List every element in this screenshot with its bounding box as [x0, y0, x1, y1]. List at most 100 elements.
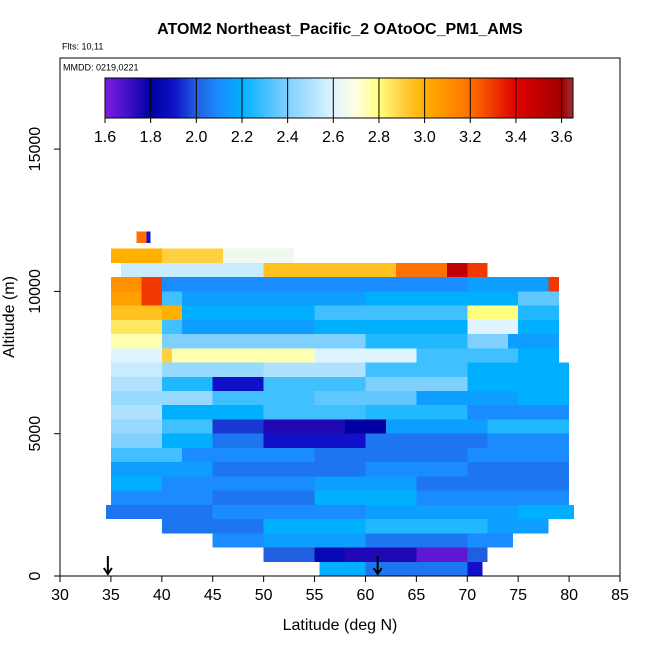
curtain-cell [110, 462, 213, 477]
curtain-cell [345, 547, 417, 562]
curtain-cell [161, 419, 213, 434]
curtain-cell [110, 305, 162, 320]
curtain-cell [263, 405, 366, 420]
curtain-cell [314, 319, 468, 335]
curtain-cell [121, 262, 264, 278]
curtain-cell [365, 462, 468, 477]
curtain-cell [161, 433, 213, 448]
curtain-cell [365, 519, 488, 534]
curtain-cell [416, 547, 468, 562]
x-tick-label: 65 [407, 587, 425, 604]
curtain-cell [487, 519, 549, 534]
curtain-cell [212, 419, 264, 434]
curtain-cell [314, 391, 417, 406]
curtain-cell [182, 291, 366, 306]
curtain-cell [508, 334, 559, 349]
curtain-cell [110, 447, 183, 463]
curtain-cell [146, 231, 151, 243]
curtain-cell [365, 362, 468, 377]
x-tick-label: 40 [153, 587, 171, 604]
x-tick-label: 35 [102, 587, 120, 604]
curtain-cell [263, 277, 468, 292]
curtain-cell [487, 419, 570, 434]
curtain-cell [110, 490, 213, 505]
curtain-cell [518, 391, 570, 406]
curtain-cell [161, 248, 223, 263]
x-tick-label: 60 [357, 587, 375, 604]
curtain-cell [365, 334, 468, 349]
x-tick-label: 30 [51, 587, 69, 604]
curtain-cell [314, 547, 346, 562]
curtain-cell [110, 405, 162, 420]
curtain-cell [314, 305, 468, 320]
flight-marker [372, 556, 383, 576]
curtain-cell [365, 405, 468, 420]
flights-label: Flts: 10,11 [62, 41, 103, 51]
curtain-cell [365, 561, 468, 576]
y-tick-label: 10000 [27, 269, 44, 314]
curtain-cell [161, 319, 183, 335]
curtain-cell [161, 362, 264, 377]
curtain-cell [110, 362, 162, 377]
curtain-cell [161, 476, 315, 491]
curtain-cell [141, 291, 162, 306]
y-axis-label: Altitude (m) [1, 276, 18, 358]
curtain-cell [467, 262, 488, 278]
y-tick-label: 15000 [27, 127, 44, 172]
y-tick-label: 5000 [27, 416, 44, 452]
curtain-cell [182, 319, 315, 335]
curtain-cell [161, 334, 213, 349]
curtain-cell [263, 519, 366, 534]
curtain-cell [467, 362, 570, 377]
curtain-cell [467, 277, 549, 292]
curtain-cell [172, 348, 315, 363]
curtain-cell [110, 476, 162, 491]
flight-marker [103, 556, 113, 576]
colorbar-tick-label: 2.6 [322, 129, 344, 146]
x-tick-label: 75 [509, 587, 527, 604]
colorbar-tick-label: 3.0 [413, 129, 435, 146]
curtain-cell [385, 419, 488, 434]
curtain-cell [110, 391, 213, 406]
curtain-cell [263, 262, 396, 278]
plot-frame [59, 57, 621, 577]
x-tick-label: 70 [458, 587, 476, 604]
curtain-cell [518, 291, 559, 306]
dates-label: MMDD: 0219,0221 [63, 62, 139, 72]
x-tick-label: 85 [611, 587, 629, 604]
curtain-cell [467, 561, 483, 576]
curtain-cell [416, 391, 519, 406]
curtain-cell [467, 447, 570, 463]
curtain-cell [182, 305, 315, 320]
curtain-cell [263, 533, 366, 548]
colorbar [104, 77, 574, 119]
curtain-cell [212, 533, 264, 548]
curtain-cell [212, 462, 366, 477]
curtain-cell [467, 376, 570, 391]
chart-title: ATOM2 Northeast_Pacific_2 OAtoOC_PM1_AMS [157, 21, 523, 38]
curtain-cell [518, 348, 559, 363]
curtain-cell [263, 433, 366, 448]
curtain-cell [161, 348, 172, 363]
colorbar-tick-label: 1.8 [140, 129, 162, 146]
x-axis-label: Latitude (deg N) [283, 617, 398, 634]
curtain-cell [110, 319, 162, 335]
curtain-cell [467, 547, 488, 562]
curtain-cell [365, 504, 519, 520]
curtain-cell [467, 305, 519, 320]
curtain-cell [110, 376, 162, 391]
x-tick-label: 45 [204, 587, 222, 604]
curtain-cell [161, 277, 264, 292]
curtain-cell [161, 376, 213, 391]
curtain-cell [518, 319, 559, 335]
curtain-cell [467, 334, 508, 349]
curtain-cell [263, 419, 346, 434]
curtain-cell [467, 462, 570, 477]
curtain-cell [365, 291, 519, 306]
curtain-cell [416, 476, 570, 491]
curtain-cell [222, 248, 295, 263]
y-tick-label: 0 [27, 571, 44, 580]
curtain-cell [161, 519, 264, 534]
colorbar-tick-label: 3.4 [505, 129, 527, 146]
curtain-cell [110, 334, 162, 349]
